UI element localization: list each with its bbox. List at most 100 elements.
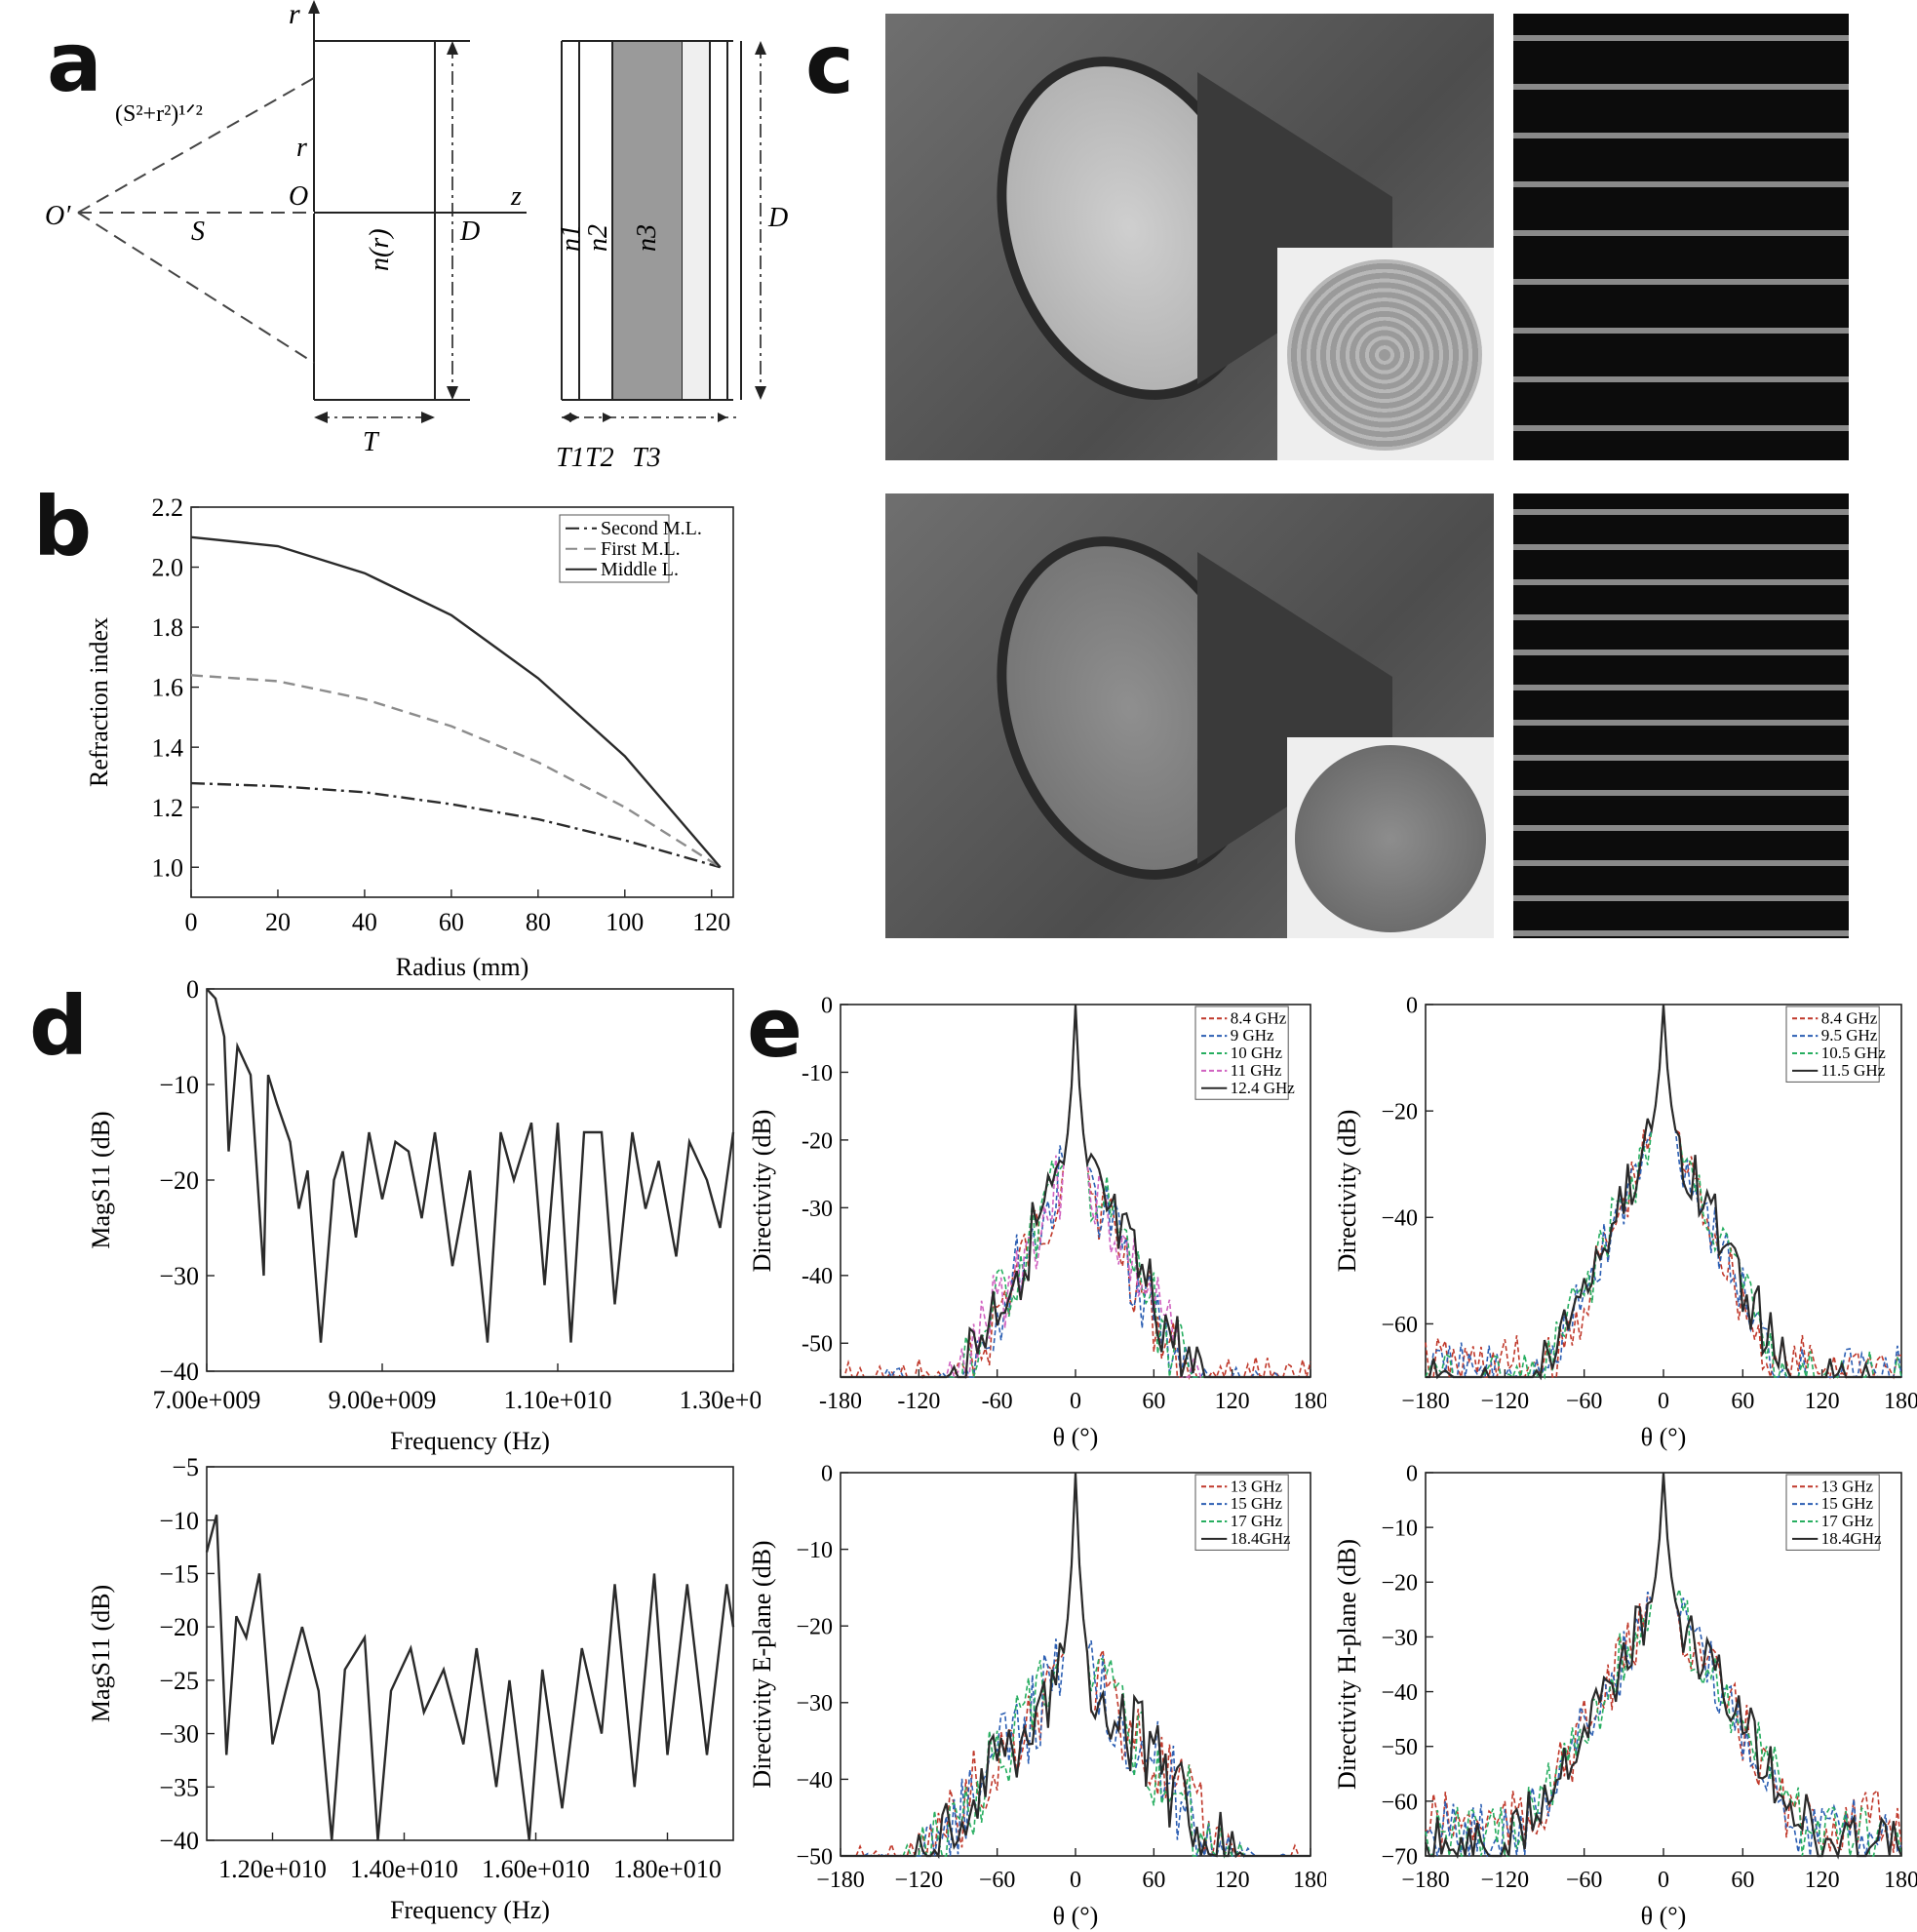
n2-label: n2 [583, 224, 613, 252]
y-tick-label: 1.2 [152, 794, 184, 822]
y-axis-label: Directivity E-plane (dB) [748, 1540, 776, 1788]
x-tick-label: 7.00e+009 [153, 1386, 261, 1414]
y-tick-label: 0 [1406, 993, 1418, 1018]
x-tick-label: 1.30e+010 [680, 1386, 761, 1414]
series-line-1 [841, 1472, 1311, 1857]
panel-a-lens-schematic: r (S²+r²)¹ᐟ² r O O′ S z D n(r) T D n1 n2… [45, 0, 788, 473]
legend-entry: 18.4GHz [1231, 1529, 1291, 1548]
x-tick-label: 0 [1658, 1868, 1669, 1893]
y-tick-label: −10 [1381, 1517, 1418, 1542]
legend-entry: 15 GHz [1821, 1494, 1874, 1513]
y-tick-label: −30 [159, 1262, 199, 1290]
x-tick-label: 9.00e+009 [329, 1386, 437, 1414]
s-label: S [191, 217, 205, 247]
legend-entry: 13 GHz [1821, 1477, 1874, 1495]
x-tick-label: −180 [1401, 1389, 1450, 1414]
x-tick-label: 20 [265, 908, 291, 936]
x-axis-label: Radius (mm) [396, 953, 529, 981]
legend-entry: 11.5 GHz [1821, 1061, 1886, 1080]
x-tick-label: −60 [1566, 1868, 1603, 1893]
r-label: r [296, 133, 307, 163]
y-tick-label: 2.2 [152, 493, 184, 522]
legend-entry: 8.4 GHz [1821, 1008, 1878, 1027]
x-axis-label: Frequency (Hz) [390, 1896, 550, 1924]
y-tick-label: −35 [159, 1773, 199, 1801]
n1-label: n1 [556, 224, 586, 252]
y-tick-label: 0 [1406, 1461, 1418, 1486]
x-tick-label: −120 [1481, 1868, 1530, 1893]
x-tick-label: 80 [526, 908, 551, 936]
x-tick-label: 180 [1884, 1389, 1917, 1414]
legend-entry: 9 GHz [1231, 1026, 1274, 1045]
series-line-5 [841, 1004, 1311, 1379]
lens-photo-2 [885, 493, 1494, 938]
s11-chart-low-band: 7.00e+009 9.00e+009 1.10e+010 1.30e+010 0 −10… [87, 975, 761, 1455]
legend-entry: 8.4 GHz [1231, 1008, 1287, 1027]
nr-label: n(r) [365, 228, 395, 271]
y-tick-label: −30 [159, 1720, 199, 1749]
x-tick-label: 1.20e+010 [218, 1855, 327, 1883]
y-tick-label: −20 [1381, 1100, 1418, 1125]
panel-letter-c: c [805, 17, 854, 112]
panel-letter-d: d [29, 978, 89, 1074]
lens-inset-photo-1 [1277, 248, 1494, 460]
series-line-4 [1426, 1004, 1901, 1381]
legend-box [559, 514, 670, 583]
y-tick-label: -50 [802, 1332, 833, 1358]
legend-entry: 18.4GHz [1821, 1529, 1882, 1548]
panel-letter-e: e [747, 980, 802, 1076]
field-simulation-2 [1513, 493, 1849, 938]
hyp-label: (S²+r²)¹ᐟ² [115, 101, 203, 127]
legend-entry: Middle L. [601, 559, 679, 580]
x-axis-label: θ (°) [1053, 1902, 1099, 1930]
d2-label: D [767, 203, 788, 233]
x-tick-label: 0 [1658, 1389, 1669, 1414]
legend-entry: 9.5 GHz [1821, 1026, 1878, 1045]
x-tick-label: −180 [816, 1868, 865, 1893]
y-tick-label: 2.0 [152, 554, 184, 582]
series-line-4 [1424, 1472, 1903, 1860]
z-label: z [510, 181, 522, 212]
y-tick-label: −10 [159, 1507, 199, 1535]
panel-letter-a: a [47, 15, 102, 110]
x-tick-label: 120 [1805, 1868, 1840, 1893]
series-line-1 [205, 1514, 735, 1841]
y-axis-label: MagS11 (dB) [87, 1585, 115, 1722]
y-axis-label: Directivity H-plane (dB) [1333, 1539, 1361, 1790]
x-tick-label: -180 [819, 1389, 862, 1414]
legend-entry: 11 GHz [1231, 1061, 1282, 1080]
x-tick-label: 100 [606, 908, 644, 936]
y-tick-label: −70 [1381, 1844, 1418, 1870]
legend-entry: 17 GHz [1231, 1512, 1283, 1530]
x-tick-label: 120 [692, 908, 730, 936]
x-tick-label: 1.10e+010 [504, 1386, 612, 1414]
x-tick-label: 0 [1070, 1389, 1081, 1414]
y-tick-label: −20 [1381, 1571, 1418, 1597]
y-tick-label: 0 [186, 975, 199, 1004]
x-tick-label: 1.80e+010 [613, 1855, 722, 1883]
y-tick-label: −20 [159, 1166, 199, 1195]
series-line-1 [206, 988, 735, 1343]
x-tick-label: 60 [1731, 1868, 1754, 1893]
x-tick-label: 60 [1142, 1868, 1165, 1893]
field-simulation-1 [1513, 14, 1849, 460]
y-tick-label: −25 [159, 1667, 199, 1695]
x-tick-label: 180 [1884, 1868, 1917, 1893]
directivity-chart-2: −180 −120 −60 0 60 120 180 0 −20 −40 −60 θ (°) Direc… [1333, 993, 1917, 1451]
y-tick-label: −20 [159, 1613, 199, 1641]
lens-photo-1 [885, 14, 1494, 460]
directivity-chart-1: -180 -120 -60 0 60 120 180 0 -10 -20 -30 -40 -50 θ (°… [748, 993, 1326, 1451]
x-axis-label: θ (°) [1641, 1423, 1687, 1451]
x-axis-label: Frequency (Hz) [390, 1427, 550, 1455]
y-tick-label: −15 [159, 1560, 199, 1589]
x-tick-label: 0 [185, 908, 198, 936]
y-tick-label: 1.4 [152, 733, 184, 762]
y-tick-label: −30 [796, 1691, 833, 1716]
y-axis-label: Directivity (dB) [748, 1110, 776, 1273]
d-label: D [459, 217, 480, 247]
y-tick-label: -10 [802, 1061, 833, 1086]
y-axis-label: Directivity (dB) [1333, 1110, 1361, 1273]
x-tick-label: 40 [352, 908, 377, 936]
legend-entry: 12.4 GHz [1231, 1079, 1296, 1097]
lens-inset-photo-2 [1287, 737, 1494, 938]
